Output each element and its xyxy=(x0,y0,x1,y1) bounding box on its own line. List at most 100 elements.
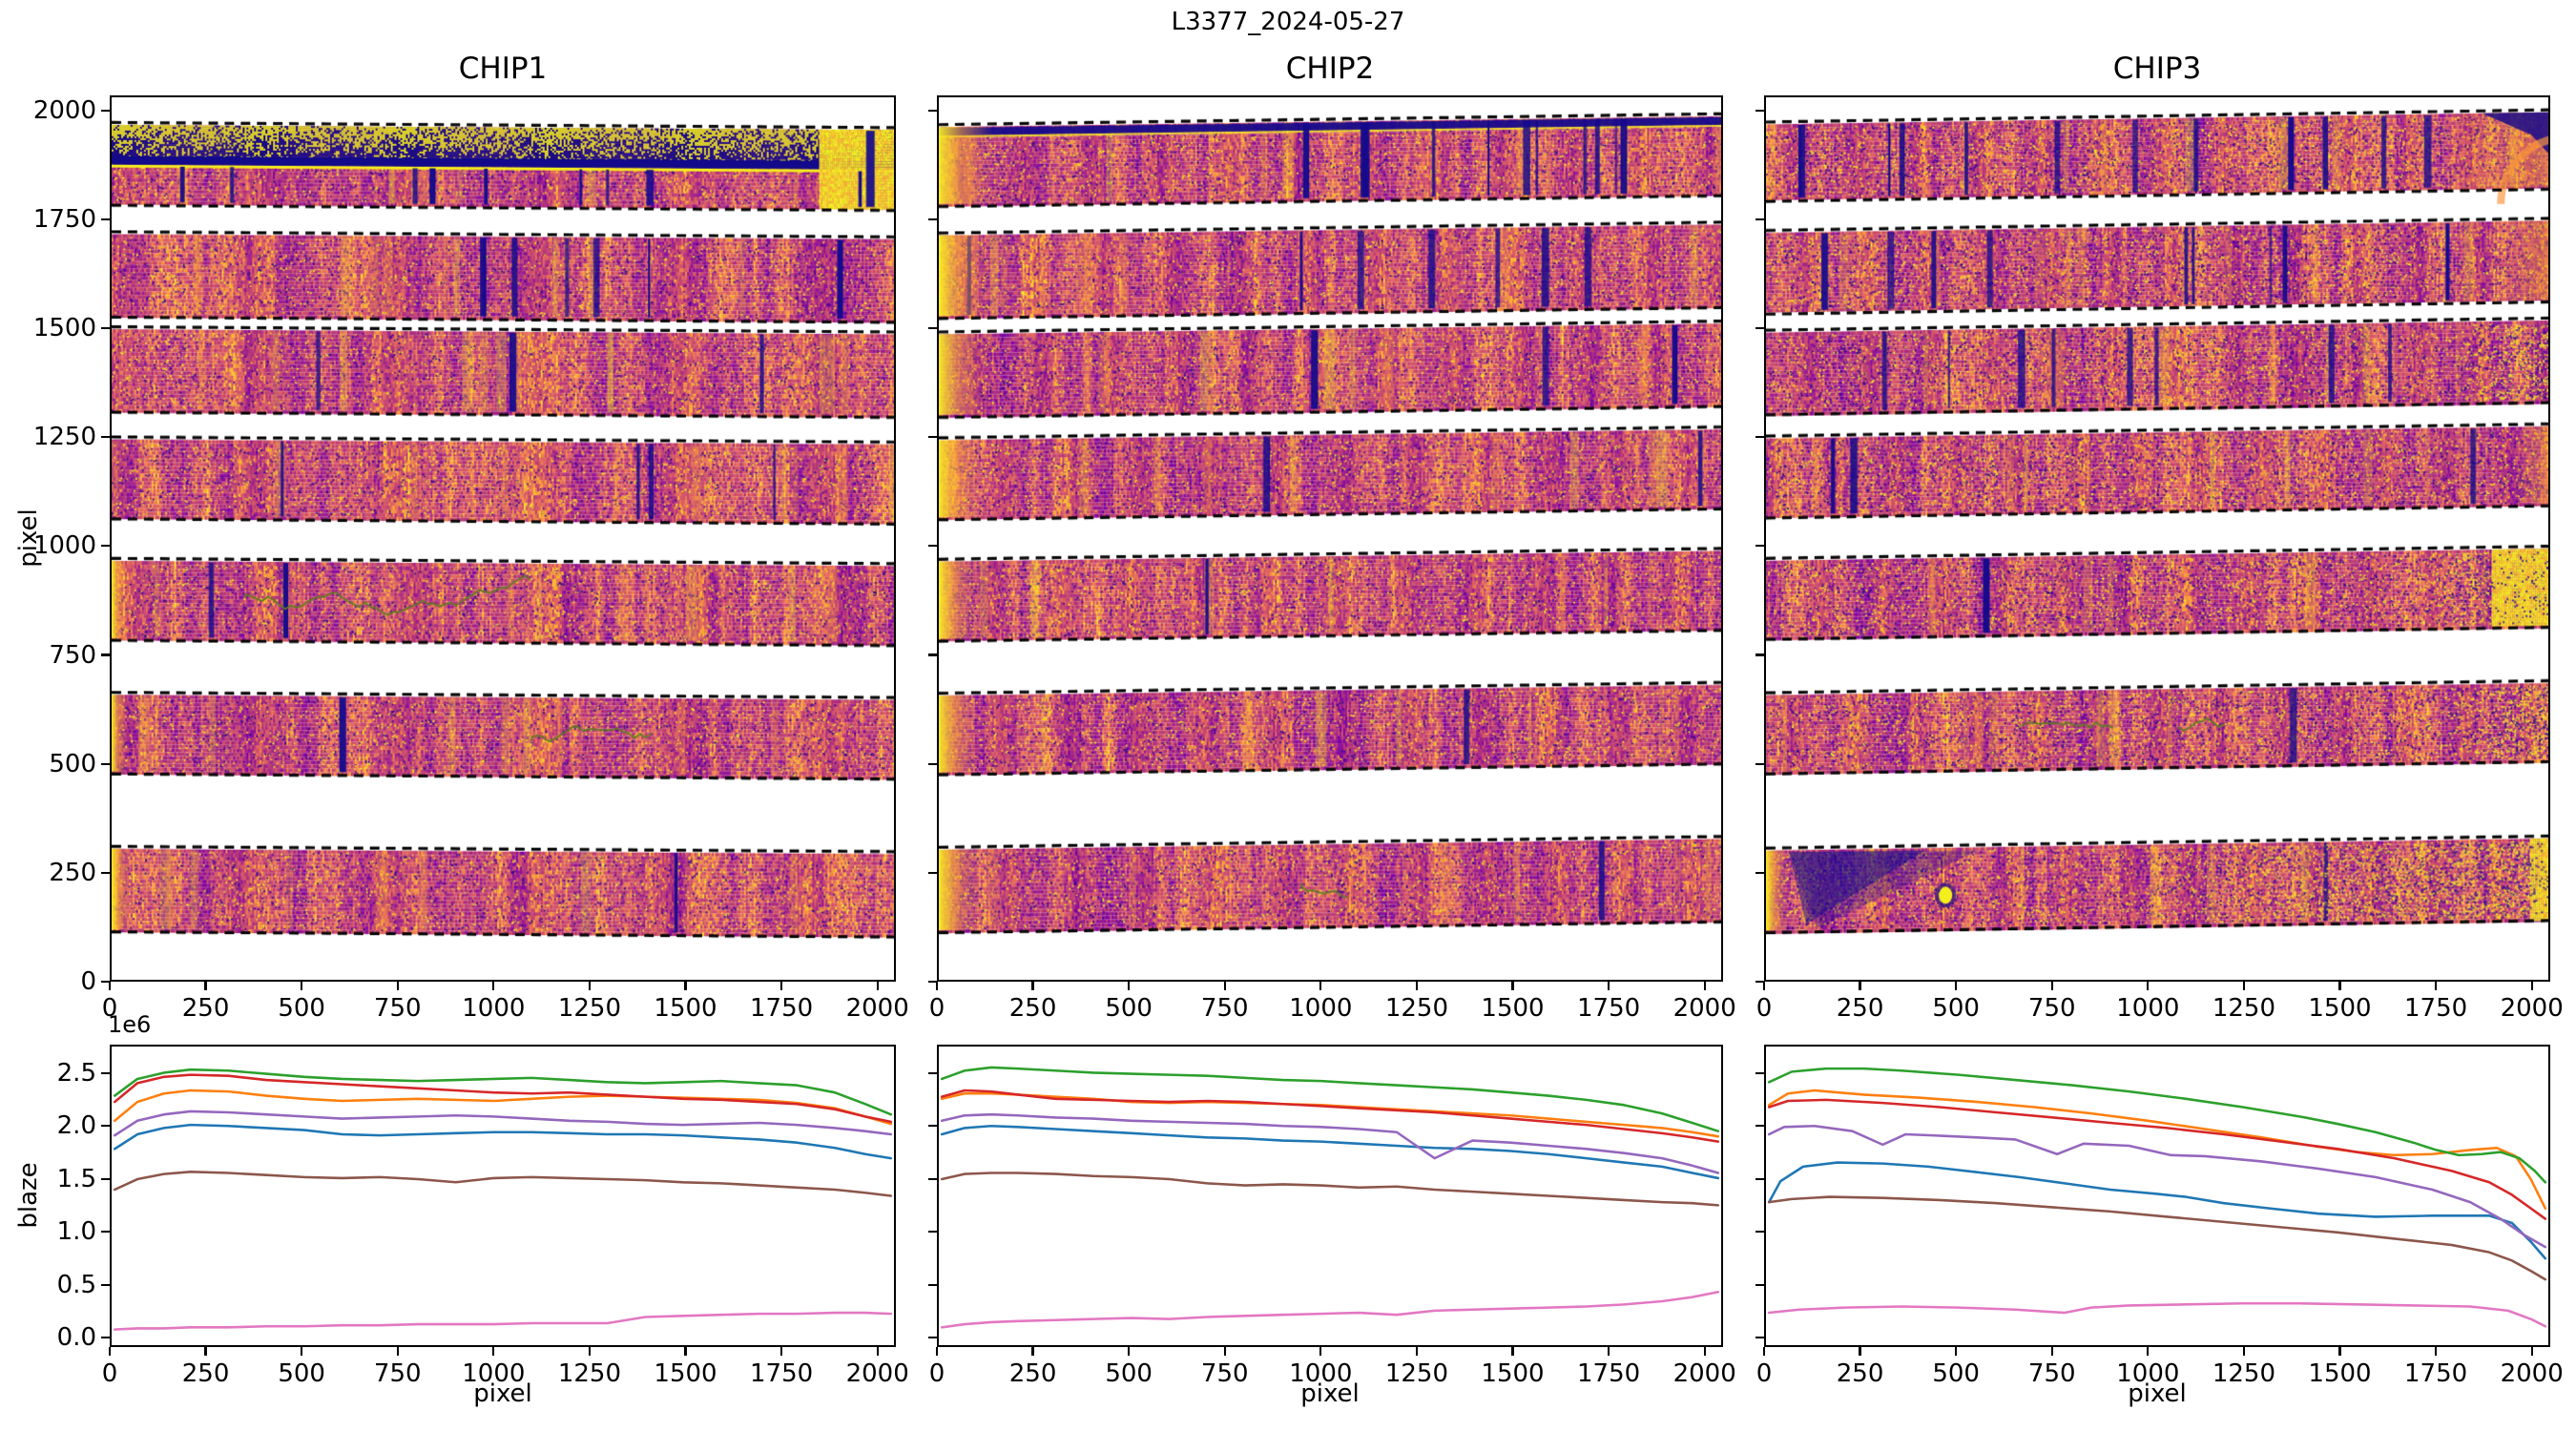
chip1-blaze-plot xyxy=(113,1068,893,1331)
tick-mark xyxy=(1511,982,1514,990)
tick-mark xyxy=(1755,762,1764,765)
tick-mark xyxy=(928,653,937,656)
x-tick-label: 250 xyxy=(1008,1359,1057,1388)
tick-mark xyxy=(1755,653,1764,656)
tick-mark xyxy=(1755,1336,1764,1339)
tick-mark xyxy=(1415,982,1419,990)
x-tick-label: 1250 xyxy=(2212,1359,2276,1388)
x-tick-label: 2000 xyxy=(2500,1359,2564,1388)
blaze-series-order-6 xyxy=(113,1171,893,1197)
x-tick-label: 2000 xyxy=(845,994,909,1023)
blaze-series-order-7 xyxy=(940,1290,1720,1329)
x-tick-label: 500 xyxy=(1932,994,1980,1023)
y-tick-label: 1500 xyxy=(32,314,96,343)
tick-mark xyxy=(1511,1347,1514,1356)
y-tick-label: 2.5 xyxy=(56,1059,96,1088)
tick-mark xyxy=(1319,1347,1322,1356)
x-tick-label: 1250 xyxy=(2212,994,2276,1023)
tick-mark xyxy=(1755,545,1764,548)
blaze-series-order-3 xyxy=(113,1068,893,1116)
x-tick-label: 1750 xyxy=(750,1359,814,1388)
tick-mark xyxy=(928,1125,937,1128)
tick-mark xyxy=(928,218,937,220)
chip2-blaze-panel xyxy=(937,1045,1723,1347)
tick-mark xyxy=(1703,982,1706,990)
chip1-blaze-xlabel: pixel xyxy=(473,1379,532,1408)
tick-mark xyxy=(928,1231,937,1234)
tick-mark xyxy=(101,436,110,439)
tick-mark xyxy=(1755,1283,1764,1286)
tick-mark xyxy=(1755,1071,1764,1075)
tick-mark xyxy=(1955,1347,1958,1356)
tick-mark xyxy=(1128,1347,1131,1356)
tick-mark xyxy=(928,980,937,984)
tick-mark xyxy=(928,1283,937,1286)
x-tick-label: 1000 xyxy=(462,994,526,1023)
tick-mark xyxy=(101,980,110,984)
y-tick-label: 0 xyxy=(80,967,96,996)
x-tick-label: 2000 xyxy=(2500,994,2564,1023)
tick-mark xyxy=(2147,1347,2150,1356)
blaze-series-order-6 xyxy=(940,1172,1720,1207)
blaze-series-order-4 xyxy=(113,1073,893,1124)
tick-mark xyxy=(1762,982,1766,990)
tick-mark xyxy=(780,1347,783,1356)
x-tick-label: 2000 xyxy=(845,1359,909,1388)
y-tick-label: 1.0 xyxy=(56,1217,96,1247)
tick-mark xyxy=(928,1071,937,1075)
blaze-series-order-1 xyxy=(1767,1161,2547,1260)
tick-mark xyxy=(2435,1347,2438,1356)
tick-mark xyxy=(935,1347,939,1356)
x-tick-label: 750 xyxy=(2027,1359,2076,1388)
tick-mark xyxy=(101,1125,110,1128)
tick-mark xyxy=(101,653,110,656)
x-tick-label: 1500 xyxy=(654,994,717,1023)
tick-mark xyxy=(1755,1177,1764,1180)
x-tick-label: 500 xyxy=(1932,1359,1980,1388)
x-tick-label: 250 xyxy=(181,1359,230,1388)
chip3-orders-panel xyxy=(1764,95,2550,982)
tick-mark xyxy=(108,982,112,990)
tick-mark xyxy=(684,982,687,990)
y-tick-label: 500 xyxy=(49,749,96,778)
x-tick-label: 750 xyxy=(373,994,422,1023)
tick-mark xyxy=(1608,1347,1610,1356)
tick-mark xyxy=(101,1283,110,1286)
x-tick-label: 1500 xyxy=(1481,994,1545,1023)
tick-mark xyxy=(1755,871,1764,874)
x-tick-label: 1000 xyxy=(1289,1359,1353,1388)
tick-mark xyxy=(108,1347,112,1356)
x-tick-label: 1500 xyxy=(654,1359,717,1388)
chip1-orders-panel xyxy=(110,95,896,982)
tick-mark xyxy=(396,982,399,990)
y-tick-label: 1250 xyxy=(32,423,96,452)
tick-mark xyxy=(1608,982,1610,990)
x-tick-label: 1750 xyxy=(2404,1359,2468,1388)
blaze-series-order-2 xyxy=(113,1089,893,1126)
blaze-ylabel: blaze xyxy=(14,1162,43,1229)
chip3-blaze-xlabel: pixel xyxy=(2128,1379,2187,1408)
chip3-title: CHIP3 xyxy=(2112,52,2202,86)
x-tick-label: 750 xyxy=(1200,1359,1249,1388)
tick-mark xyxy=(2242,1347,2246,1356)
x-tick-label: 1500 xyxy=(2308,1359,2372,1388)
x-tick-label: 250 xyxy=(181,994,230,1023)
x-tick-label: 0 xyxy=(101,994,118,1023)
tick-mark xyxy=(101,218,110,220)
blaze-series-order-1 xyxy=(113,1123,893,1160)
blaze-series-order-3 xyxy=(1767,1067,2547,1184)
x-tick-label: 2000 xyxy=(1672,994,1736,1023)
x-tick-label: 250 xyxy=(1836,1359,1884,1388)
tick-mark xyxy=(101,871,110,874)
tick-mark xyxy=(2050,982,2053,990)
tick-mark xyxy=(301,982,303,990)
x-tick-label: 0 xyxy=(101,1359,118,1388)
x-tick-label: 0 xyxy=(1755,994,1773,1023)
tick-mark xyxy=(1755,218,1764,220)
blaze-series-order-2 xyxy=(1767,1089,2547,1210)
tick-mark xyxy=(928,436,937,439)
x-tick-label: 1500 xyxy=(1481,1359,1545,1388)
y-tick-label: 0.0 xyxy=(56,1323,96,1352)
tick-mark xyxy=(928,326,937,330)
tick-mark xyxy=(101,545,110,548)
